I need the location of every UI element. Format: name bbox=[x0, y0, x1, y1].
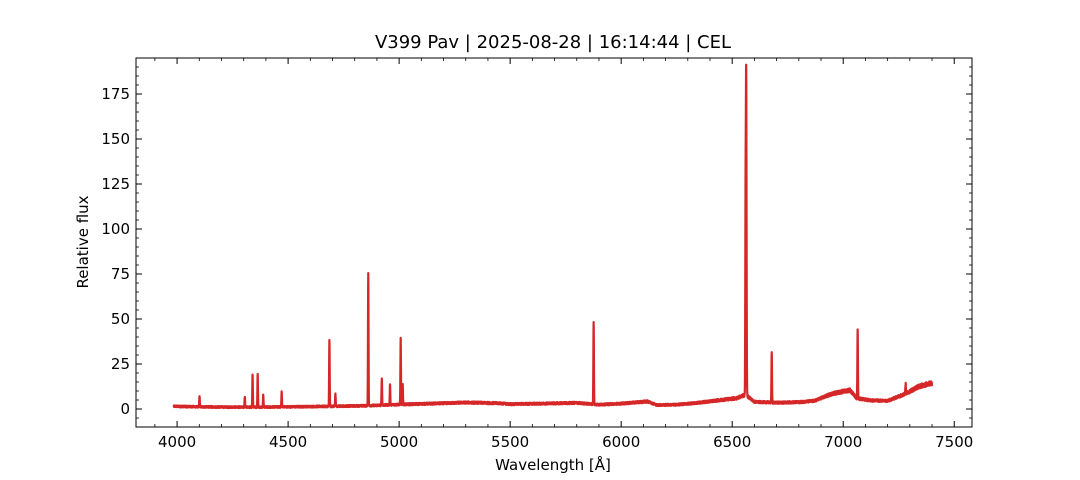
x-tick-label: 5000 bbox=[380, 433, 418, 451]
y-tick-label: 50 bbox=[111, 310, 130, 328]
y-tick-label: 150 bbox=[101, 130, 130, 148]
x-tick-label: 5500 bbox=[491, 433, 529, 451]
axes: 4000 4500 5000 5500 6000 6500 7000 7500 0 25 50 75 1… bbox=[101, 57, 973, 451]
y-axis-label: Relative flux bbox=[74, 195, 92, 288]
x-tick-label: 6500 bbox=[713, 433, 751, 451]
axes-frame bbox=[135, 57, 973, 428]
y-tick-label: 25 bbox=[111, 355, 130, 373]
x-tick-label: 7500 bbox=[935, 433, 973, 451]
x-tick-label: 7000 bbox=[824, 433, 862, 451]
y-tick-label: 100 bbox=[101, 220, 130, 238]
y-tick-label: 75 bbox=[111, 265, 130, 283]
y-tick-label: 125 bbox=[101, 175, 130, 193]
x-tick-label: 6000 bbox=[602, 433, 640, 451]
plot-area bbox=[172, 63, 934, 410]
x-tick-label: 4000 bbox=[158, 433, 196, 451]
y-tick-label: 0 bbox=[120, 400, 130, 418]
spectrum-line bbox=[172, 63, 934, 410]
chart-title: V399 Pav | 2025-08-28 | 16:14:44 | CEL bbox=[375, 32, 731, 53]
y-tick-label: 175 bbox=[101, 85, 130, 103]
x-axis-label: Wavelength [Å] bbox=[495, 455, 611, 474]
x-tick-label: 4500 bbox=[269, 433, 307, 451]
